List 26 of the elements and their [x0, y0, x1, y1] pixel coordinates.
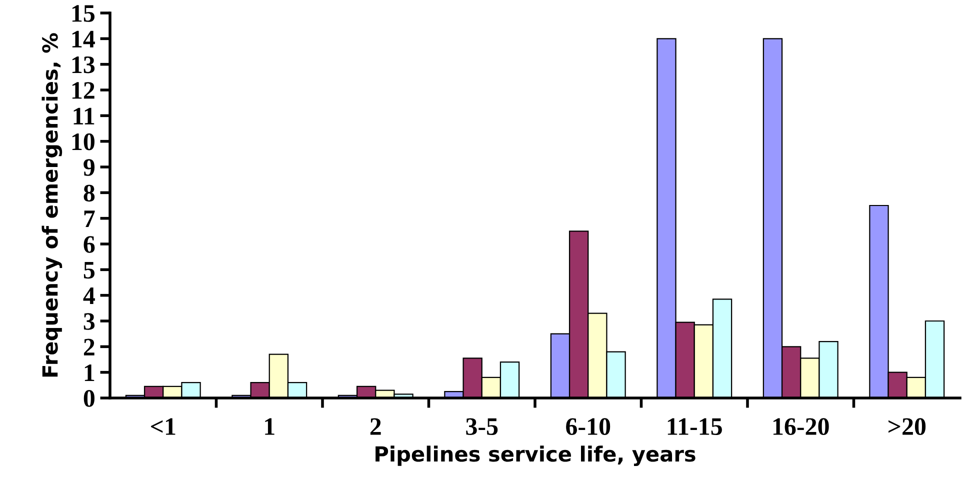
x-tick-label: 3-5 [466, 418, 498, 436]
y-tick-label: 0 [84, 390, 94, 407]
y-tick-label: 8 [84, 184, 95, 202]
y-tick-label: 10 [72, 133, 94, 150]
x-tick-label: 2 [370, 418, 381, 435]
y-axis-title: Frequency of emergencies, % [42, 33, 62, 377]
x-tick-label: 11-15 [668, 418, 722, 436]
x-tick-label: >20 [888, 418, 926, 436]
x-tick-label: <1 [151, 418, 176, 435]
y-tick-label: 2 [84, 338, 94, 356]
y-tick-label: 9 [84, 159, 95, 176]
y-tick-label: 15 [72, 5, 95, 22]
x-tick-label: 6-10 [566, 418, 610, 436]
y-tick-label: 4 [83, 288, 95, 304]
y-tick-label: 14 [72, 30, 95, 48]
y-tick-label: 11 [74, 108, 94, 124]
x-axis-title: Pipelines service life, years [376, 446, 696, 466]
y-tick-label: 1 [84, 364, 94, 382]
y-tick-label: 12 [72, 82, 94, 99]
y-tick-label: 13 [72, 56, 95, 74]
x-tick-label: 16-20 [773, 418, 829, 436]
y-tick-label: 5 [84, 262, 95, 279]
y-tick-label: 7 [84, 210, 95, 228]
x-tick-label: 1 [265, 418, 274, 435]
y-tick-label: 6 [84, 236, 95, 253]
y-tick-label: 3 [84, 313, 95, 330]
